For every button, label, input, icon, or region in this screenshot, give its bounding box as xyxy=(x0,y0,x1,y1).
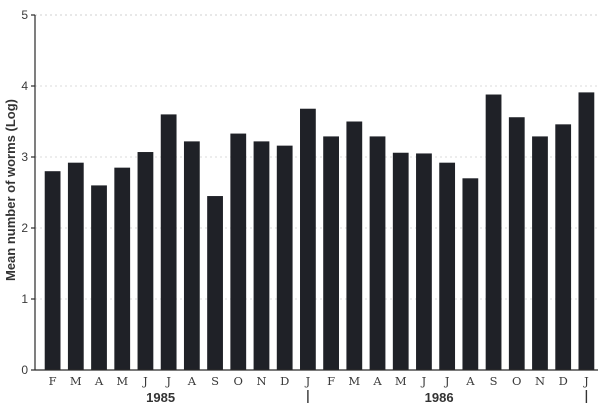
bar xyxy=(532,136,548,370)
x-tick-label: O xyxy=(512,374,521,388)
y-axis: 0 1 2 3 4 5 xyxy=(21,8,36,377)
x-tick-label: J xyxy=(583,374,589,388)
x-tick-label: A xyxy=(372,374,382,388)
y-tick-label: 0 xyxy=(21,363,28,377)
bar xyxy=(276,145,293,370)
x-tick-label: J xyxy=(165,374,171,388)
bar xyxy=(416,153,432,370)
year-label-1986: 1986 xyxy=(425,390,454,405)
bar xyxy=(323,136,339,370)
bar xyxy=(230,133,247,370)
x-tick-label: J xyxy=(421,374,427,388)
bar xyxy=(555,124,572,370)
bar xyxy=(300,108,316,370)
year-label-1985: 1985 xyxy=(146,390,175,405)
bar xyxy=(462,178,479,370)
bar xyxy=(439,162,456,370)
x-tick-label: A xyxy=(187,374,197,388)
x-tick-label: J xyxy=(305,374,311,388)
x-tick-label: M xyxy=(70,374,82,388)
x-tick-label: D xyxy=(280,374,289,388)
x-tick-label: M xyxy=(116,374,128,388)
bar xyxy=(369,136,386,370)
bar xyxy=(392,152,409,370)
y-tick-label: 1 xyxy=(21,292,28,306)
x-tick-label: J xyxy=(142,374,148,388)
x-tick-label: S xyxy=(490,374,498,388)
bar xyxy=(207,196,223,370)
x-tick-label: N xyxy=(535,374,545,388)
bar xyxy=(485,94,502,371)
x-tick-label: O xyxy=(234,374,243,388)
bar xyxy=(508,117,525,371)
x-tick-label: S xyxy=(211,374,219,388)
y-tick-label: 2 xyxy=(21,221,28,235)
x-tick-label: J xyxy=(444,374,450,388)
bar xyxy=(160,114,177,371)
x-tick-label: F xyxy=(49,374,57,388)
x-tick-label: F xyxy=(327,374,335,388)
x-tick-label: M xyxy=(395,374,407,388)
bars xyxy=(44,92,595,371)
x-tick-label: N xyxy=(256,374,266,388)
y-axis-label: Mean number of worms (Log) xyxy=(3,99,18,281)
x-tick-label: A xyxy=(465,374,475,388)
x-tick-label: M xyxy=(348,374,360,388)
gridlines xyxy=(35,14,598,300)
bar xyxy=(91,185,107,370)
bar xyxy=(67,162,84,370)
x-tick-label: D xyxy=(559,374,568,388)
bar xyxy=(44,171,61,370)
x-tick-label: A xyxy=(94,374,104,388)
y-tick-label: 3 xyxy=(21,150,28,164)
bar xyxy=(114,167,131,370)
bar xyxy=(137,152,154,370)
y-tick-label: 5 xyxy=(21,8,28,22)
bar xyxy=(253,141,270,370)
y-tick-label: 4 xyxy=(21,79,28,93)
bar xyxy=(578,92,595,370)
bar xyxy=(346,121,363,370)
bar xyxy=(183,141,200,370)
